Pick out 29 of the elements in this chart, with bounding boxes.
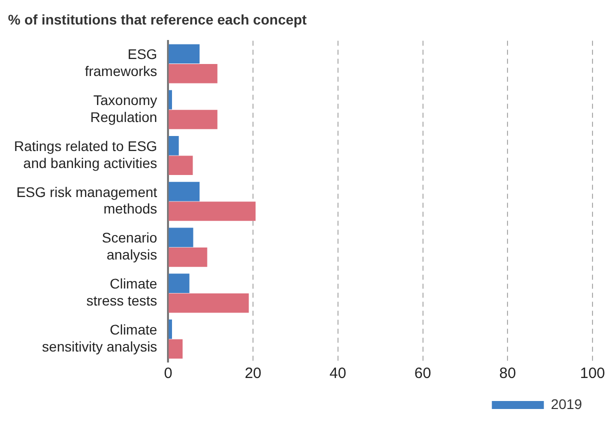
- y-tick-label: Ratings related to ESG and banking activities: [14, 138, 158, 171]
- bar: [168, 274, 190, 293]
- bar: [168, 182, 200, 202]
- bar: [168, 202, 256, 221]
- bar: [168, 64, 218, 84]
- x-tick-label: 100: [580, 365, 605, 382]
- y-tick-label: Climate stress tests: [86, 276, 158, 308]
- x-tick-label: 60: [414, 365, 432, 382]
- y-tick-label: Climate sensitivity analysis: [42, 322, 158, 354]
- bar: [168, 136, 179, 156]
- y-tick-label: ESG frameworks: [84, 46, 158, 79]
- y-tick-label: ESG risk management methods: [16, 184, 158, 217]
- bar: [168, 228, 194, 248]
- bar: [168, 44, 200, 64]
- bar: [168, 320, 172, 339]
- x-tick-label: 0: [164, 365, 172, 382]
- bar: [168, 293, 249, 313]
- bar: [168, 110, 218, 130]
- x-tick-label: 80: [499, 365, 516, 382]
- bar: [168, 339, 183, 359]
- bar: [168, 247, 208, 267]
- y-tick-label: Taxonomy Regulation: [90, 92, 158, 125]
- legend-label: 2019: [550, 396, 582, 412]
- bar: [168, 90, 172, 110]
- x-tick-label: 20: [244, 365, 262, 382]
- bar: [168, 156, 193, 176]
- x-tick-label: 40: [330, 365, 346, 382]
- y-tick-label: Scenario analysis: [102, 230, 158, 263]
- chart-title: % of institutions that reference each concept: [8, 11, 308, 28]
